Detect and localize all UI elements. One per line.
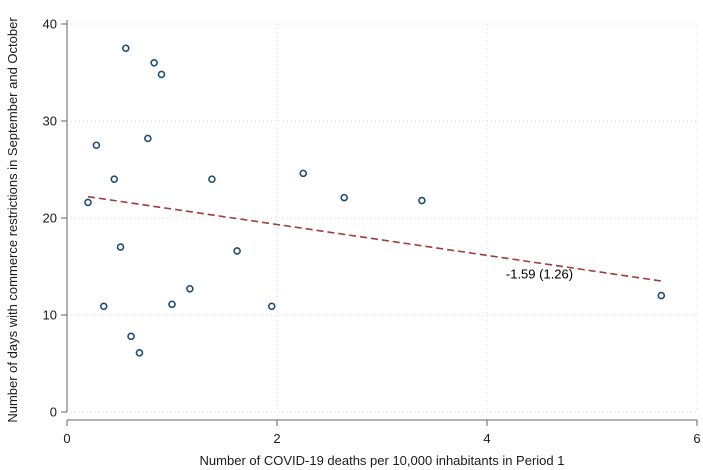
data-point bbox=[208, 175, 216, 183]
data-point bbox=[99, 302, 108, 311]
y-tick-label: 0 bbox=[50, 405, 57, 420]
fit-line-group bbox=[87, 195, 662, 282]
data-point bbox=[110, 175, 119, 183]
x-tick-label: 6 bbox=[693, 431, 700, 446]
data-point bbox=[92, 141, 101, 150]
data-point bbox=[127, 332, 135, 341]
data-point bbox=[233, 247, 241, 255]
data-points bbox=[84, 44, 666, 357]
y-tick-label: 30 bbox=[43, 114, 57, 129]
data-point bbox=[267, 302, 276, 311]
data-point bbox=[418, 196, 426, 205]
data-point bbox=[657, 291, 666, 300]
data-point bbox=[157, 70, 166, 79]
data-point bbox=[135, 349, 144, 357]
data-point bbox=[84, 198, 92, 207]
x-axis-title: Number of COVID-19 deaths per 10,000 inh… bbox=[200, 453, 565, 468]
data-point bbox=[186, 285, 194, 293]
slope-annotation: -1.59 (1.26) bbox=[506, 266, 573, 281]
fit-line bbox=[87, 195, 662, 282]
data-point bbox=[144, 134, 152, 143]
y-tick-label: 20 bbox=[43, 211, 57, 226]
data-point bbox=[116, 243, 125, 251]
data-point bbox=[150, 58, 158, 67]
x-tick-label: 4 bbox=[483, 431, 490, 446]
y-tick-label: 10 bbox=[43, 308, 57, 323]
y-axis-title: Number of days with commerce restriction… bbox=[5, 17, 20, 423]
data-point bbox=[340, 193, 349, 202]
axes: 0 10 20 30 40 0 2 4 6 bbox=[43, 17, 701, 447]
data-point bbox=[168, 300, 176, 309]
y-tick-label: 40 bbox=[43, 17, 57, 32]
data-point bbox=[299, 169, 308, 178]
x-tick-label: 0 bbox=[63, 431, 70, 446]
data-point bbox=[122, 44, 130, 53]
x-tick-label: 2 bbox=[273, 431, 280, 446]
